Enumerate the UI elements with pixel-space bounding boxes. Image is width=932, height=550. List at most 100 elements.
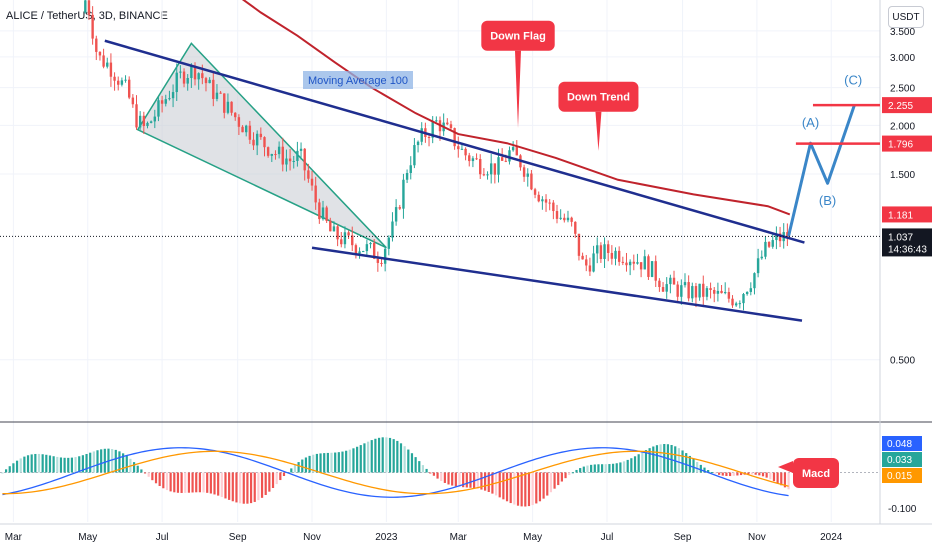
candle [738,300,742,309]
candle [277,141,281,159]
macd-histogram-bar [81,455,84,473]
macd-histogram-bar [246,472,249,504]
macd-histogram-bar [780,472,783,486]
candle-body [288,158,292,162]
macd-histogram-bar [202,472,205,493]
macd-histogram-bar [334,452,337,473]
candle [109,53,113,87]
candle-body [354,245,358,254]
macd-histogram-bar [476,472,479,489]
time-axis-tick-label: Mar [450,532,468,543]
candle [511,141,515,152]
price-label-text: 2.255 [888,101,913,112]
macd-histogram-bar [220,472,223,497]
candle-body [570,217,573,222]
candle-body [628,261,632,266]
candle [574,221,577,238]
candle [223,93,226,119]
macd-histogram-bar [699,464,702,473]
macd-histogram-bar [366,441,370,473]
macd-histogram-bar [418,461,421,473]
macd-histogram-bar [337,452,340,473]
candle-body [486,174,489,176]
candle-body [263,137,266,148]
price-axis-tick-label: 2.000 [890,121,915,132]
candle [413,138,416,169]
macd-histogram-bar [436,472,439,479]
candle [329,217,332,232]
candle-body [168,98,171,100]
candle-body [588,265,592,272]
candle-body [680,285,683,297]
macd-histogram-bar [217,472,220,496]
macd-histogram-bar [392,439,395,473]
macd-histogram-bar [63,457,66,473]
macd-value-text: 0.048 [887,439,912,450]
candle-body [234,112,237,118]
candle-body [259,133,263,138]
macd-histogram-bar [326,452,329,473]
macd-histogram-bar [619,462,622,473]
candle [464,147,467,161]
candle-body [362,251,365,253]
macd-histogram-bar [674,446,677,473]
candle [102,48,105,69]
candle-body [340,239,343,245]
candle-body [223,93,226,113]
macd-histogram-bar [447,472,450,485]
candle-body [548,202,551,204]
candle [767,241,771,249]
macd-histogram-bar [158,472,161,486]
candle [530,169,533,191]
candle-body [186,77,189,84]
candle-body [552,202,555,212]
callout-box [793,458,839,488]
macd-histogram-bar [765,472,768,478]
symbol-title: ALICE / TetherUS, 3D, BINANCE [6,10,168,22]
macd-histogram-bar [480,472,483,490]
callout-label: Down Trend [567,92,630,104]
candle [369,241,372,249]
candle-body [157,100,160,117]
candle [420,122,423,146]
candle [742,292,745,311]
candle-body [394,207,398,222]
time-axis-tick-label: 2024 [820,532,843,543]
macd-histogram-bar [421,465,425,473]
candle-body [314,185,317,203]
price-label-text: 1.796 [888,140,913,151]
time-axis-tick-label: Nov [748,532,766,543]
candle [771,233,774,249]
candle [475,153,478,160]
macd-histogram-bar [15,460,19,473]
candle [709,282,712,299]
candle-body [621,261,625,263]
candle [694,282,698,308]
candle [526,168,529,187]
currency-button[interactable]: USDT [888,6,924,28]
candle-body [669,277,672,285]
macd-histogram-bar [399,443,403,473]
macd-histogram-bar [235,472,238,503]
macd-histogram-bar [571,472,574,474]
macd-histogram-bar [122,453,125,473]
macd-histogram-bar [403,446,406,473]
candle-body [705,288,709,297]
candle [716,282,720,302]
candle [683,273,687,288]
macd-histogram-bar [370,440,373,473]
macd-histogram-bar [103,448,106,473]
candle-body [713,289,716,294]
macd-histogram-bar [615,463,618,473]
macd-histogram-bar [410,453,414,473]
candle [661,282,665,292]
candle [307,163,310,183]
macd-histogram-bar [783,472,787,488]
candle [120,77,124,87]
macd-histogram-bar [136,465,139,473]
candle [493,163,497,184]
callout-down-trend: Down Trend [558,81,639,151]
candle-body [449,124,453,129]
macd-value-label: 0.033 [882,452,922,467]
